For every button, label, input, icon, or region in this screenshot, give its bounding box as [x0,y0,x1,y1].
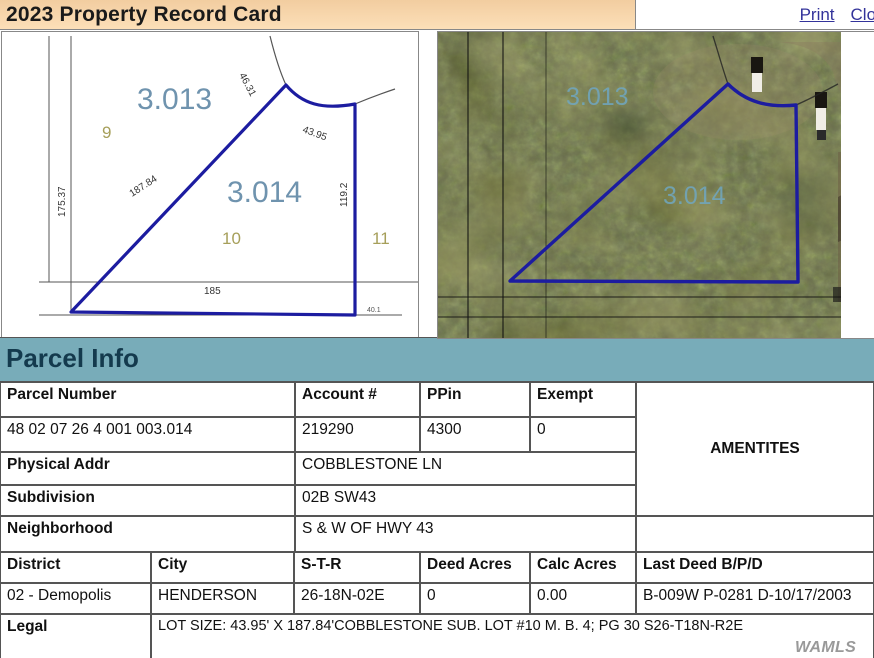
svg-text:10: 10 [222,229,241,248]
svg-text:11: 11 [372,229,390,248]
svg-text:185: 185 [204,286,221,297]
svg-text:3.014: 3.014 [227,176,302,209]
svg-text:187.84: 187.84 [128,173,160,199]
svg-text:3.014: 3.014 [663,182,726,210]
svg-text:43.95: 43.95 [301,124,329,143]
svg-text:3.013: 3.013 [137,83,212,116]
svg-text:3.013: 3.013 [566,83,629,111]
svg-text:119.2: 119.2 [339,182,350,207]
svg-text:9: 9 [102,123,111,142]
svg-text:175.37: 175.37 [57,186,68,217]
svg-text:40.1: 40.1 [367,307,381,314]
svg-text:46.31: 46.31 [236,71,258,99]
